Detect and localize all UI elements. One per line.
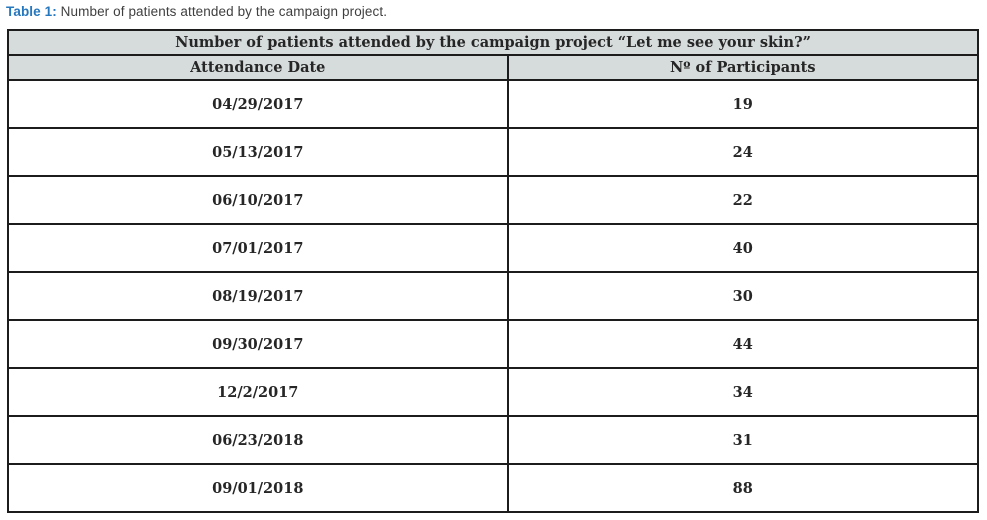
- table-header-row: Attendance Date Nº of Participants: [7, 54, 980, 81]
- attendance-date-cell: 05/13/2017: [7, 127, 509, 177]
- attendance-date-cell: 09/01/2018: [7, 463, 509, 513]
- participants-cell: 22: [506, 175, 980, 225]
- attendance-date-cell: 09/30/2017: [7, 319, 509, 369]
- attendance-date-cell: 12/2/2017: [7, 367, 509, 417]
- participants-cell: 44: [506, 319, 980, 369]
- attendance-date-cell: 07/01/2017: [7, 223, 509, 273]
- patients-table: Number of patients attended by the campa…: [7, 29, 980, 513]
- participants-cell: 88: [506, 463, 980, 513]
- attendance-date-cell: 06/10/2017: [7, 175, 509, 225]
- table-caption: Table 1: Number of patients attended by …: [0, 0, 987, 20]
- table-row: 09/01/2018 88: [7, 463, 980, 513]
- attendance-date-cell: 08/19/2017: [7, 271, 509, 321]
- participants-cell: 40: [506, 223, 980, 273]
- table-row: 12/2/2017 34: [7, 367, 980, 417]
- table-title-row: Number of patients attended by the campa…: [7, 29, 979, 56]
- column-header-participants: Nº of Participants: [506, 54, 980, 81]
- table-row: 08/19/2017 30: [7, 271, 980, 321]
- participants-cell: 31: [506, 415, 980, 465]
- table-row: 04/29/2017 19: [7, 79, 980, 129]
- attendance-date-cell: 04/29/2017: [7, 79, 509, 129]
- column-header-attendance-date: Attendance Date: [7, 54, 509, 81]
- participants-cell: 30: [506, 271, 980, 321]
- table-caption-label: Table 1:: [6, 4, 57, 19]
- table-row: 06/23/2018 31: [7, 415, 980, 465]
- table-caption-text: Number of patients attended by the campa…: [56, 4, 388, 19]
- attendance-date-cell: 06/23/2018: [7, 415, 509, 465]
- table-row: 06/10/2017 22: [7, 175, 980, 225]
- table-row: 05/13/2017 24: [7, 127, 980, 177]
- table-title: Number of patients attended by the campa…: [7, 29, 979, 56]
- participants-cell: 19: [506, 79, 980, 129]
- table-row: 09/30/2017 44: [7, 319, 980, 369]
- table-row: 07/01/2017 40: [7, 223, 980, 273]
- participants-cell: 34: [506, 367, 980, 417]
- participants-cell: 24: [506, 127, 980, 177]
